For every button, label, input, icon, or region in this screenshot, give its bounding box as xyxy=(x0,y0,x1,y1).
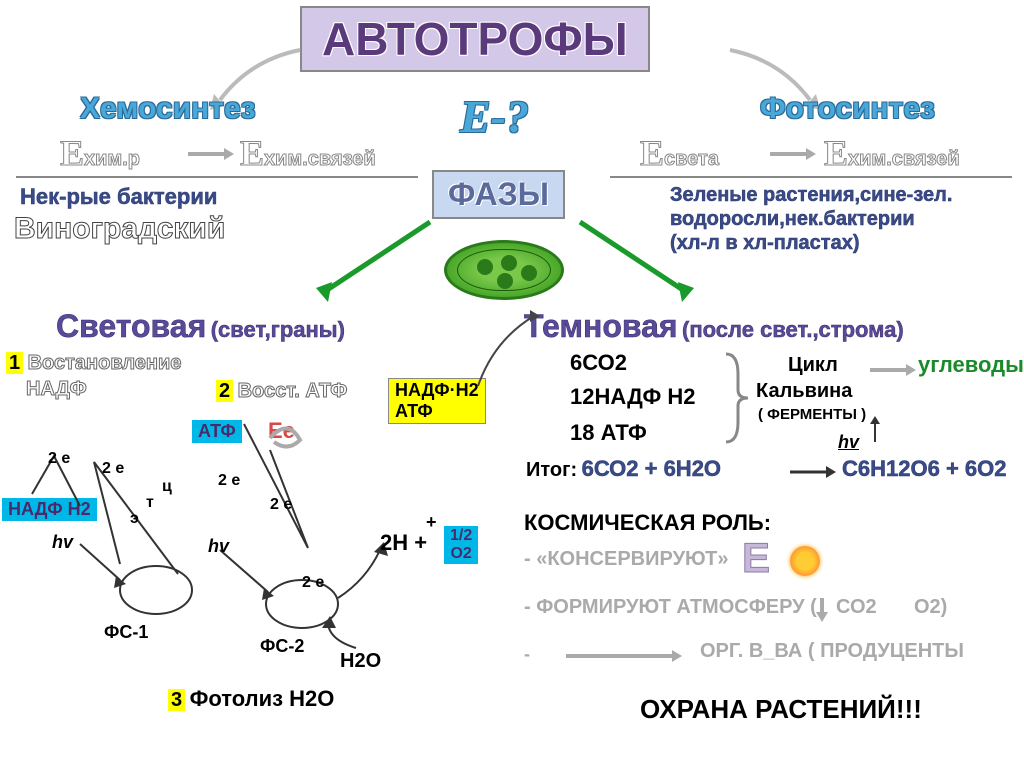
divider xyxy=(16,176,418,178)
e-question: Е-? xyxy=(460,90,529,143)
h2o-label: Н2О xyxy=(340,650,381,673)
chemo-e-to: Ехим.связей xyxy=(240,132,376,174)
chemo-e-from: Ехим.р xyxy=(60,132,140,174)
chemo-heading: Хемосинтез xyxy=(80,92,256,126)
photo-e-to: Ехим.связей xyxy=(824,132,960,174)
cycle-note: ( ФЕРМЕНТЫ ) xyxy=(758,406,866,423)
photo-note1: Зеленые растения,сине-зел. xyxy=(670,184,952,207)
etc-t: т xyxy=(146,494,154,512)
conclusion: ОХРАНА РАСТЕНИЙ!!! xyxy=(640,694,922,725)
step1: 1 Востановление xyxy=(6,352,181,375)
two-e: 2 е xyxy=(302,574,324,592)
phases-label: ФАЗЫ xyxy=(432,170,565,219)
itog-row: Итог: 6СО2 + 6Н2О xyxy=(526,456,721,482)
arrow-to-dark xyxy=(474,310,554,390)
green-arrow-right xyxy=(570,216,700,306)
dark-input3: 18 АТФ xyxy=(570,420,647,446)
cosmic-r2-o2: О2) xyxy=(914,596,947,619)
arrow-icon xyxy=(768,144,818,164)
half-o2: 1/2 О2 xyxy=(444,526,478,564)
two-e: 2 е xyxy=(270,496,292,514)
chloroplast-icon xyxy=(444,240,564,300)
step1-nadp: НАДФ xyxy=(26,378,87,401)
hv-dark: hv xyxy=(838,432,859,453)
arrow-icon xyxy=(788,462,838,482)
cosmic-r3-dash: - xyxy=(524,644,530,665)
sun-icon xyxy=(790,546,820,576)
arrow-icon xyxy=(868,360,918,380)
hv-label: hv xyxy=(208,536,229,557)
hv-label: hv xyxy=(52,532,73,553)
equation-right: С6Н12О6 + 6О2 xyxy=(842,456,1006,482)
up-arrow-icon xyxy=(892,596,908,622)
etc-c: ц xyxy=(162,478,172,496)
main-title: АВТОТРОФЫ xyxy=(300,6,650,72)
product-label: углеводы xyxy=(918,352,1024,378)
photo-note2: водоросли,нек.бактерии xyxy=(670,208,915,231)
cosmic-r1: - «КОНСЕРВИРУЮТ» xyxy=(524,548,728,571)
cycle-name1: Цикл xyxy=(788,354,838,377)
dark-input2: 12НАДФ Н2 xyxy=(570,384,695,410)
two-e: 2 е xyxy=(48,450,70,468)
fs2-label: ФС-2 xyxy=(260,636,304,657)
fs1-label: ФС-1 xyxy=(104,622,148,643)
cosmic-r2: - ФОРМИРУЮТ АТМОСФЕРУ ( xyxy=(524,596,817,619)
cosmic-heading: КОСМИЧЕСКАЯ РОЛЬ: xyxy=(524,510,771,536)
green-arrow-left xyxy=(310,216,440,306)
divider xyxy=(610,176,1012,178)
two-e: 2 е xyxy=(102,460,124,478)
step3: 3 Фотолиз Н2О xyxy=(168,686,334,712)
cycle-name2: Кальвина xyxy=(756,380,852,403)
dark-input1: 6СО2 xyxy=(570,350,627,376)
h-plus: + xyxy=(426,512,437,533)
photo-e-from: Есвета xyxy=(640,132,719,174)
up-arrow-icon xyxy=(868,416,882,446)
chemo-name: Виноградский xyxy=(14,212,225,246)
h-plus2: 2Н + xyxy=(380,530,427,556)
chemo-note: Нек-рые бактерии xyxy=(20,184,217,210)
light-phase-heading: Световая (свет,граны) xyxy=(56,308,345,345)
cosmic-r2-co2: СО2 xyxy=(836,596,877,619)
photo-heading: Фотосинтез xyxy=(760,92,935,126)
two-e: 2 е xyxy=(218,472,240,490)
etc-e: э xyxy=(130,510,139,528)
etc-diagram xyxy=(20,400,440,660)
dark-phase-heading: Темновая (после свет.,строма) xyxy=(524,308,904,345)
long-arrow-icon xyxy=(564,646,684,666)
down-arrow-icon xyxy=(814,596,830,622)
cosmic-r3: ОРГ. В_ВА ( ПРОДУЦЕНТЫ xyxy=(700,640,964,663)
big-e: Е xyxy=(742,534,770,582)
bracket-icon xyxy=(722,350,752,446)
arrow-icon xyxy=(186,144,236,164)
